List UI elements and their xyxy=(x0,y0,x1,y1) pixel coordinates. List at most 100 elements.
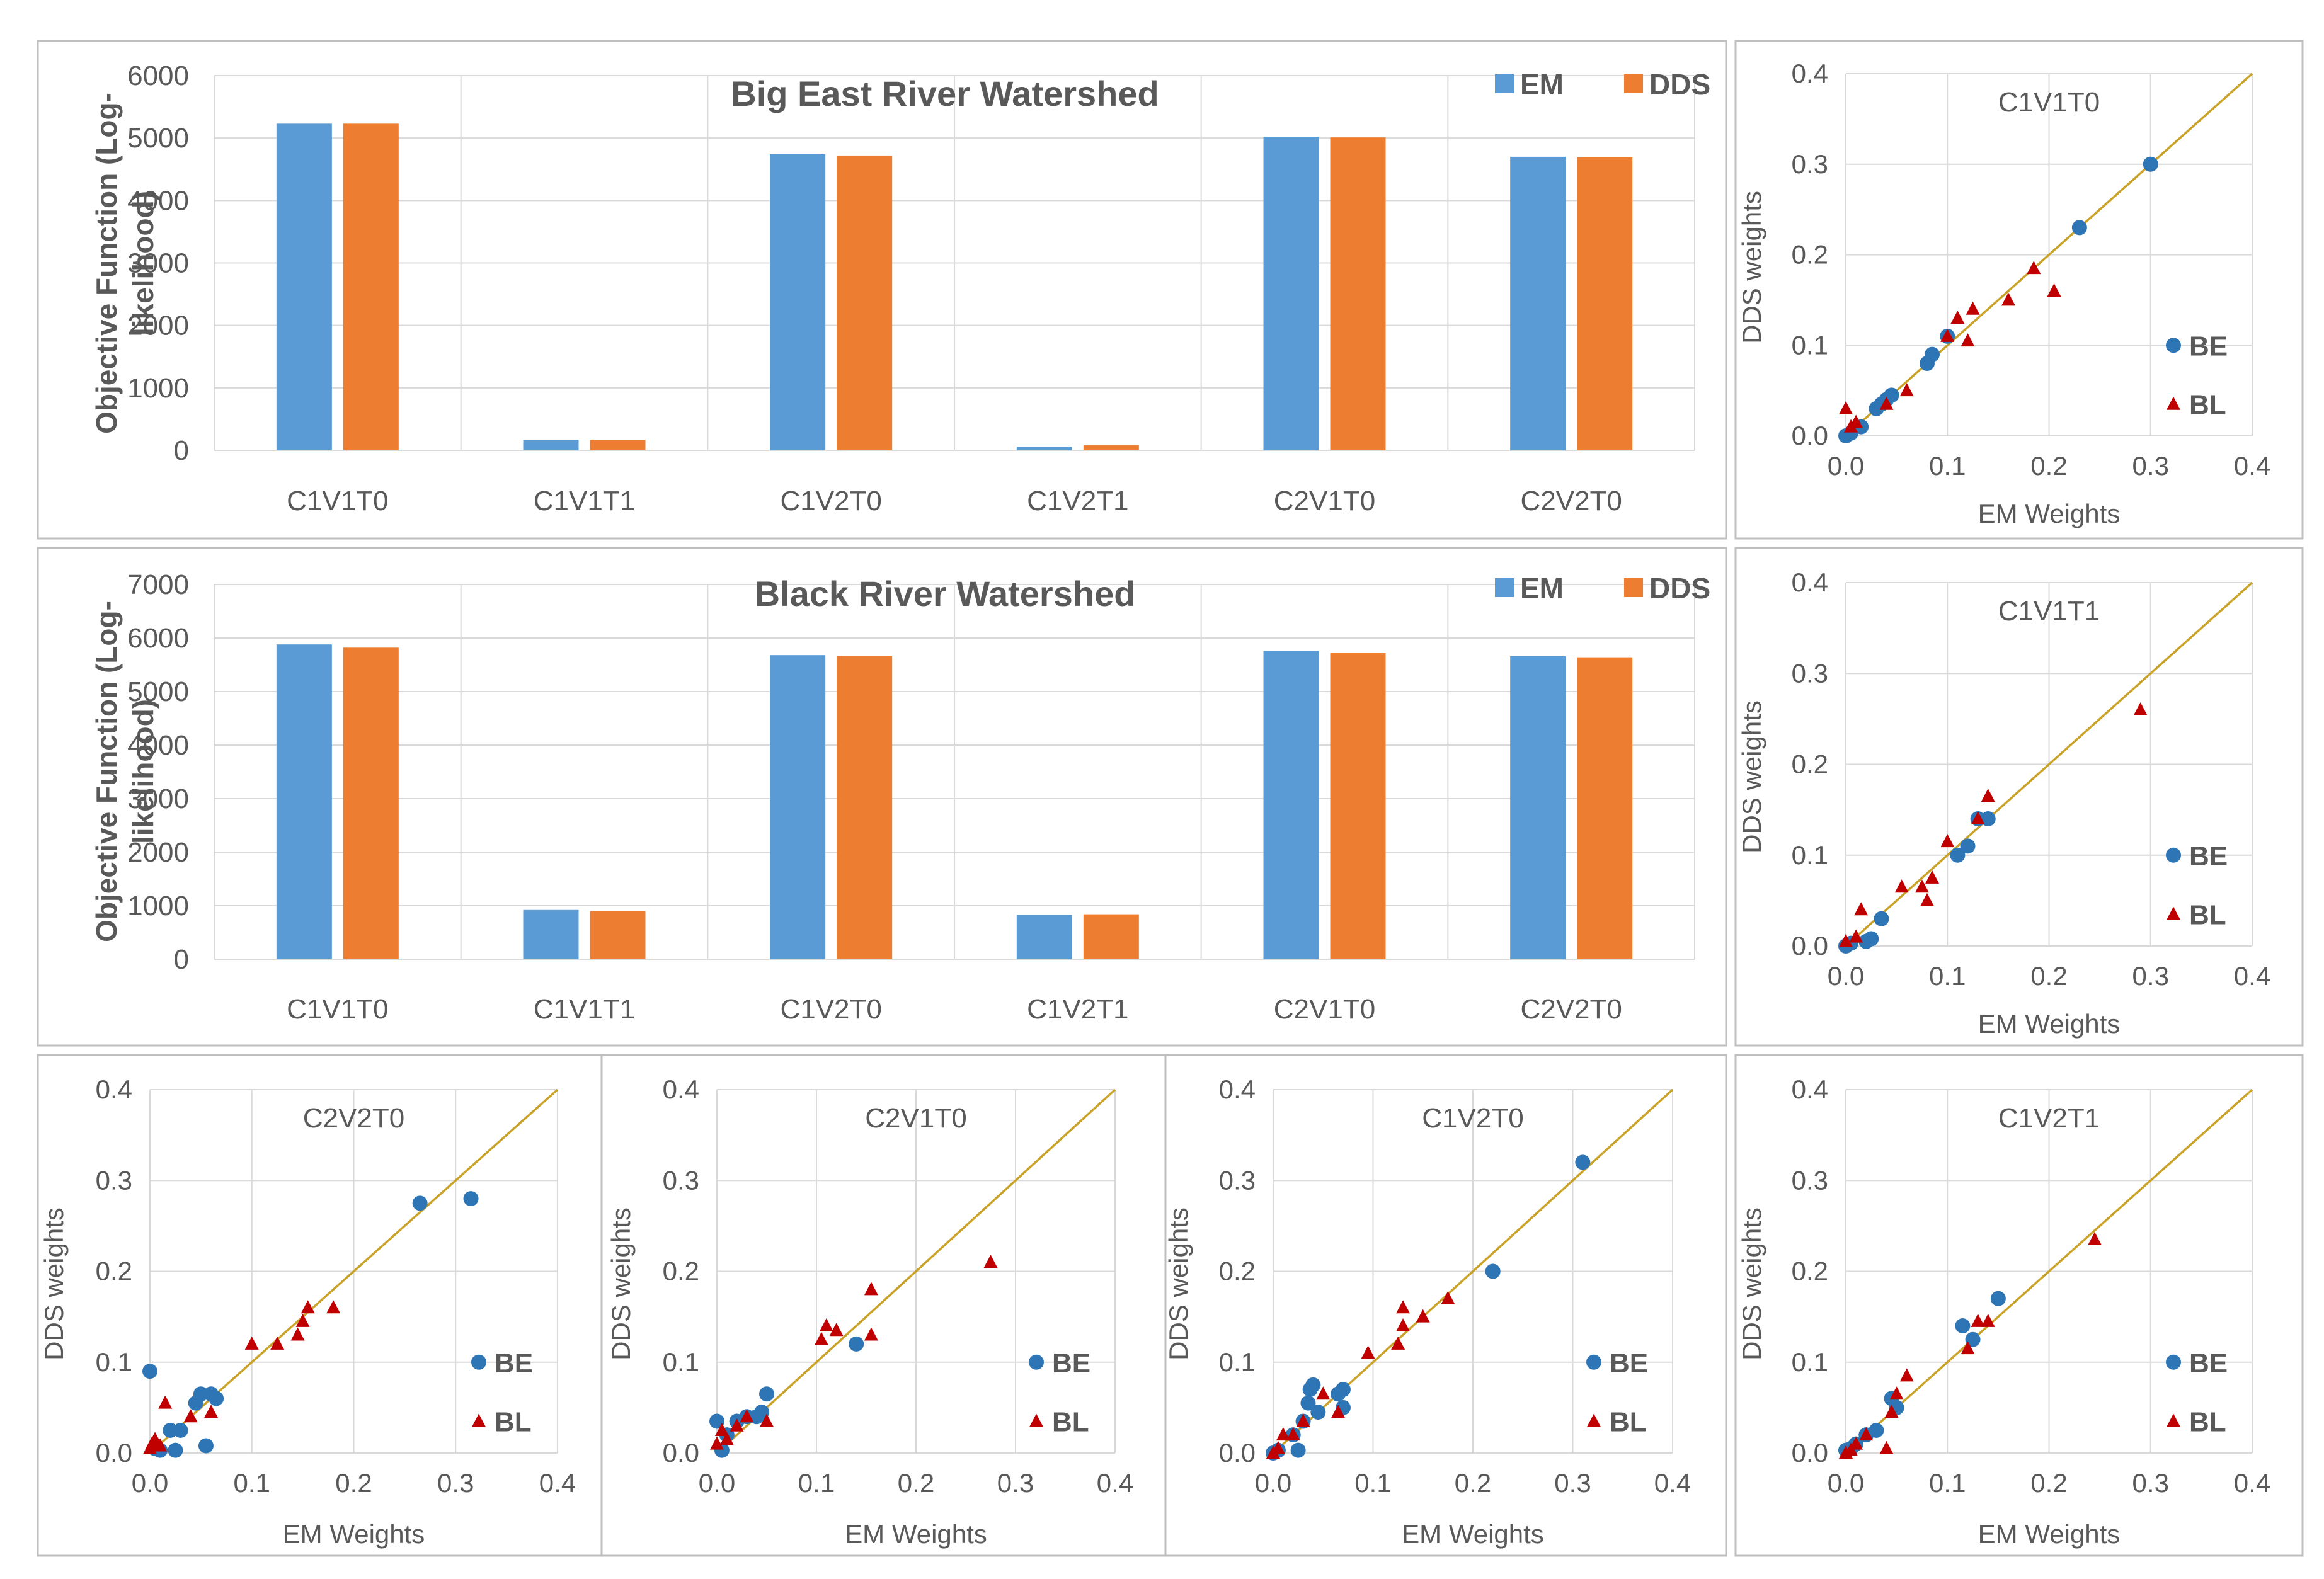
point-bl xyxy=(1849,1436,1863,1450)
x-tick-label: 0.1 xyxy=(1354,1468,1391,1498)
point-bl xyxy=(270,1336,285,1350)
point-bl xyxy=(326,1300,341,1314)
point-bl xyxy=(158,1395,173,1409)
point-bl xyxy=(1361,1345,1375,1359)
x-tick-label: 0.1 xyxy=(1929,1468,1966,1498)
x-tick-label: 0.4 xyxy=(1097,1468,1133,1498)
point-bl xyxy=(1920,892,1934,906)
y-tick-label: 6000 xyxy=(127,60,189,91)
point-bl xyxy=(1940,834,1955,848)
panel-frame xyxy=(1734,40,2304,540)
y-tick-label: 0 xyxy=(174,435,189,466)
point-bl xyxy=(2047,283,2061,297)
point-bl xyxy=(864,1327,878,1341)
point-bl xyxy=(1286,1427,1300,1441)
point-bl xyxy=(710,1436,724,1450)
point-bl xyxy=(1396,1318,1411,1332)
legend-swatch-em xyxy=(1495,74,1514,93)
point-bl xyxy=(1331,1405,1346,1418)
x-axis-label: EM Weights xyxy=(1978,499,2121,528)
one-to-one-line xyxy=(1845,1088,2253,1454)
x-tick-label: 0.1 xyxy=(1929,961,1966,991)
legend-swatch-dds xyxy=(1624,74,1643,93)
chart-title: C1V2T1 xyxy=(1998,1103,2100,1134)
category-label: C1V2T0 xyxy=(780,994,881,1025)
point-bl xyxy=(1981,788,1995,802)
point-be xyxy=(1960,838,1976,854)
bar-em-c2v1t0 xyxy=(1263,651,1319,959)
point-bl xyxy=(1296,1413,1310,1427)
category-label: C1V2T0 xyxy=(780,486,881,516)
y-axis-label: likelihood) xyxy=(127,191,159,336)
y-tick-label: 3000 xyxy=(127,248,189,279)
point-be xyxy=(1965,1331,1981,1347)
y-axis-label: DDS weights xyxy=(1164,1207,1193,1360)
y-tick-label: 0.2 xyxy=(1792,240,1828,270)
y-axis-label: DDS weights xyxy=(39,1207,69,1360)
legend-label: BL xyxy=(2189,1407,2226,1438)
point-be xyxy=(1290,1442,1306,1458)
category-label: C1V1T1 xyxy=(534,994,635,1025)
point-bl xyxy=(814,1331,828,1345)
y-tick-label: 0.2 xyxy=(663,1257,699,1286)
bar-em-c1v2t0 xyxy=(770,655,826,959)
point-bl xyxy=(1950,311,1965,324)
x-axis-label: EM Weights xyxy=(283,1519,425,1549)
x-tick-label: 0.0 xyxy=(1828,961,1864,991)
x-tick-label: 0.1 xyxy=(234,1468,270,1498)
point-bl xyxy=(1961,333,1975,347)
point-bl xyxy=(1441,1291,1455,1304)
point-bl xyxy=(719,1432,734,1445)
point-bl xyxy=(740,1409,754,1423)
legend-label: BE xyxy=(2189,1348,2228,1379)
y-tick-label: 6000 xyxy=(127,623,189,654)
scatter-chart-sc-c1v1t0: 0.00.0 0.1 0.1 0.2 0.2 0.3 0.3 0.4 0.4 C1V1T0 EM W… xyxy=(1737,59,2270,528)
bar-dds-c1v2t0 xyxy=(837,155,893,450)
point-bl xyxy=(714,1422,729,1436)
point-be xyxy=(173,1422,188,1438)
y-axis-label: DDS weights xyxy=(606,1207,636,1360)
y-tick-label: 0.1 xyxy=(663,1347,699,1377)
category-label: C2V2T0 xyxy=(1520,486,1622,516)
x-tick-label: 0.4 xyxy=(539,1468,576,1498)
bar-dds-c2v1t0 xyxy=(1330,137,1386,451)
point-bl xyxy=(1971,1313,1985,1327)
point-bl xyxy=(153,1438,168,1452)
y-tick-label: 0.3 xyxy=(663,1165,699,1195)
x-axis-label: EM Weights xyxy=(845,1519,987,1549)
point-bl xyxy=(1961,1341,1975,1355)
legend-marker-be xyxy=(471,1354,486,1370)
point-bl xyxy=(295,1313,310,1327)
y-tick-label: 0.0 xyxy=(663,1438,699,1468)
bar-em-c1v2t1 xyxy=(1016,915,1072,959)
category-label: C2V1T0 xyxy=(1274,994,1375,1025)
y-tick-label: 0.2 xyxy=(96,1257,132,1286)
x-tick-label: 0.2 xyxy=(2030,451,2067,481)
y-tick-label: 0.1 xyxy=(1792,330,1828,360)
scatter-chart-sc-c1v2t1: 0.00.0 0.1 0.1 0.2 0.2 0.3 0.3 0.4 0.4 C1V2T1 EM W… xyxy=(1737,1075,2270,1549)
point-bl xyxy=(1879,396,1894,410)
point-bl xyxy=(204,1405,219,1418)
category-label: C1V1T0 xyxy=(287,486,388,516)
bar-em-c2v2t0 xyxy=(1510,656,1566,959)
y-tick-label: 0.0 xyxy=(1219,1438,1256,1468)
y-tick-label: 0.1 xyxy=(1792,840,1828,870)
y-tick-label: 0.0 xyxy=(1792,931,1828,961)
point-be xyxy=(2143,156,2158,172)
bar-em-c1v1t0 xyxy=(276,644,332,959)
x-tick-label: 0.4 xyxy=(1654,1468,1691,1498)
x-tick-label: 0.3 xyxy=(2132,961,2169,991)
point-be xyxy=(1305,1377,1321,1393)
one-to-one-line xyxy=(1845,72,2253,437)
point-bl xyxy=(2027,261,2041,275)
legend-marker-be xyxy=(2166,338,2181,353)
point-bl xyxy=(1981,1313,1995,1327)
bar-dds-c1v1t0 xyxy=(343,123,399,450)
point-bl xyxy=(983,1255,998,1268)
chart-title: C1V1T1 xyxy=(1998,596,2100,627)
legend-label: EM xyxy=(1520,68,1564,101)
point-be xyxy=(2071,220,2087,236)
legend-label: BL xyxy=(495,1407,532,1438)
y-tick-label: 0.3 xyxy=(1792,149,1828,179)
